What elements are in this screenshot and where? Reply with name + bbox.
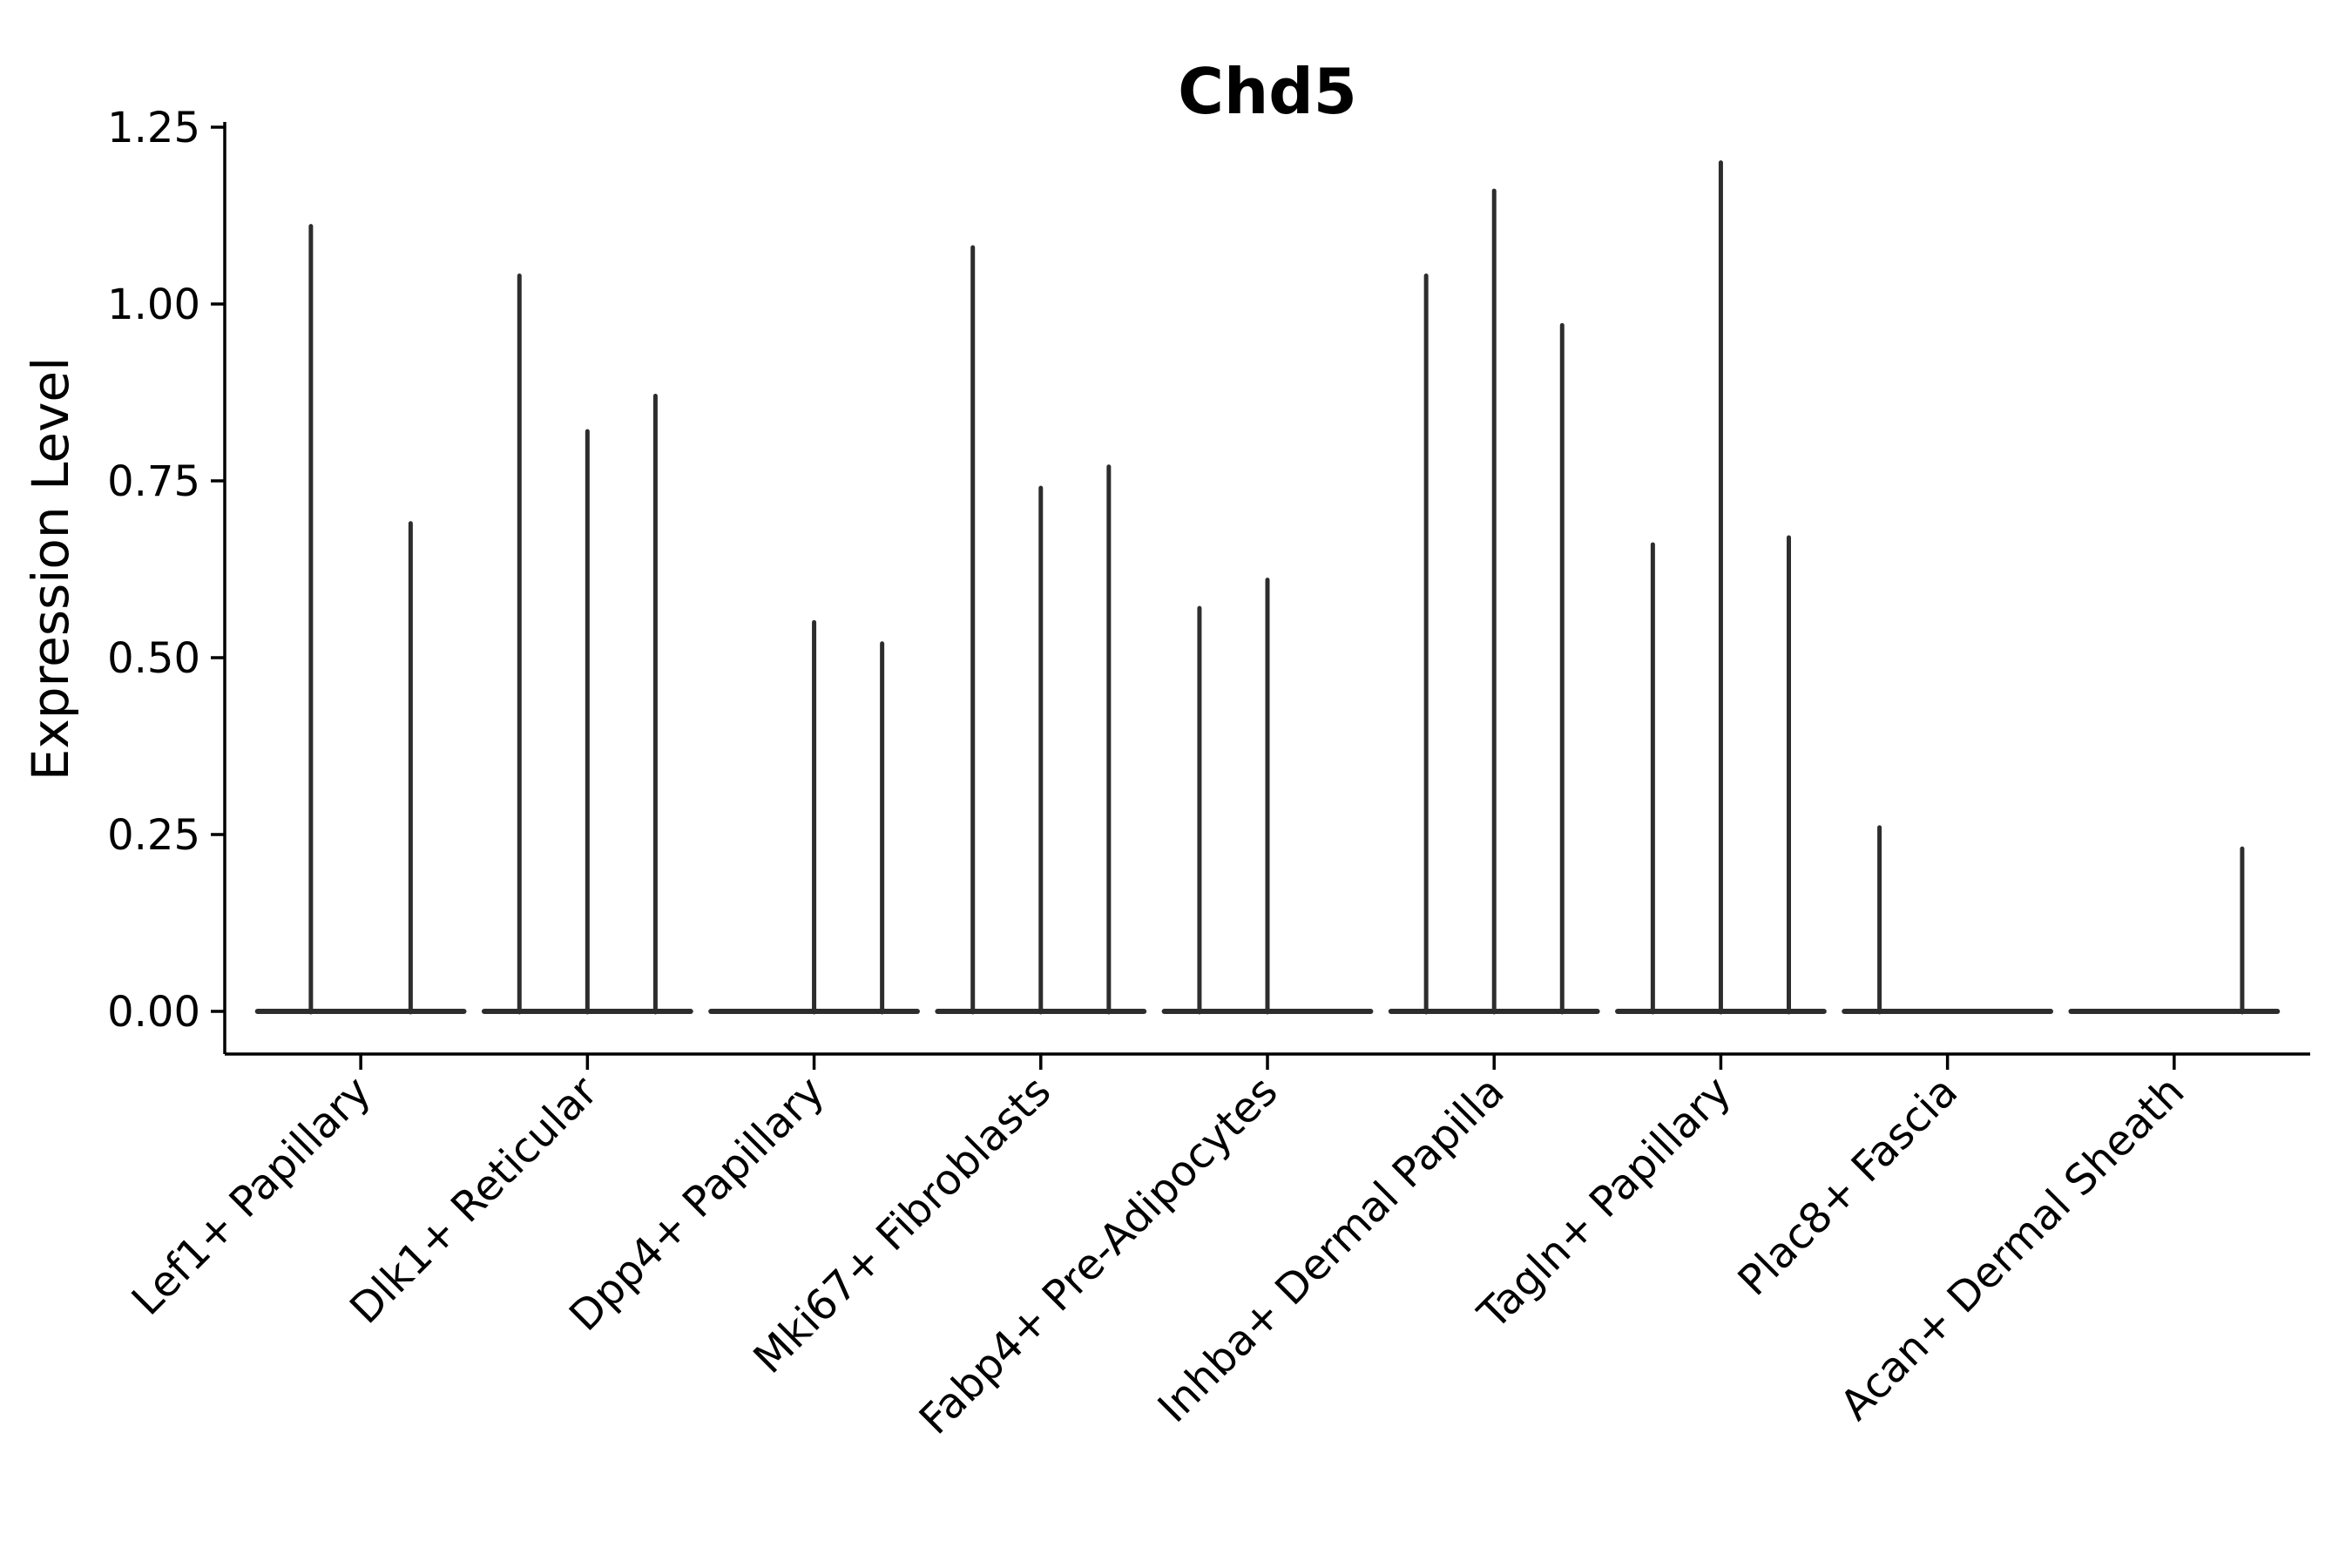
violin-group bbox=[708, 619, 920, 1015]
x-tick-label: Fabp4+ Pre-Adipocytes bbox=[910, 1067, 1288, 1444]
violin-group bbox=[1615, 160, 1827, 1015]
violins-layer bbox=[254, 160, 2281, 1015]
chart-title: Chd5 bbox=[1178, 55, 1357, 128]
x-tick-label: Plac8+ Fascia bbox=[1729, 1067, 1968, 1306]
y-tick-label: 0.00 bbox=[107, 988, 200, 1037]
violin-group bbox=[2068, 846, 2281, 1015]
y-axis-label: Expression Level bbox=[21, 357, 80, 781]
violin-group bbox=[254, 224, 467, 1015]
violin-group bbox=[1388, 188, 1600, 1015]
x-tick-label: Tagln+ Papillary bbox=[1469, 1067, 1740, 1339]
y-tick-label: 0.50 bbox=[107, 634, 200, 683]
violin-group bbox=[1161, 578, 1374, 1015]
x-tick-label: Dlk1+ Reticular bbox=[341, 1067, 607, 1334]
violin-group bbox=[1842, 825, 2054, 1015]
violin-group bbox=[481, 274, 693, 1015]
y-tick-label: 0.75 bbox=[107, 457, 200, 506]
violin-group bbox=[935, 245, 1147, 1015]
ticks-layer: 0.00 0.25 0.50 0.75 1.00 1.25 Lef1+ PapillaryD… bbox=[107, 104, 2193, 1444]
y-tick-label: 1.25 bbox=[107, 104, 200, 152]
y-tick-label: 1.00 bbox=[107, 280, 200, 329]
y-tick-label: 0.25 bbox=[107, 811, 200, 860]
x-tick-label: Lef1+ Papillary bbox=[123, 1067, 381, 1325]
